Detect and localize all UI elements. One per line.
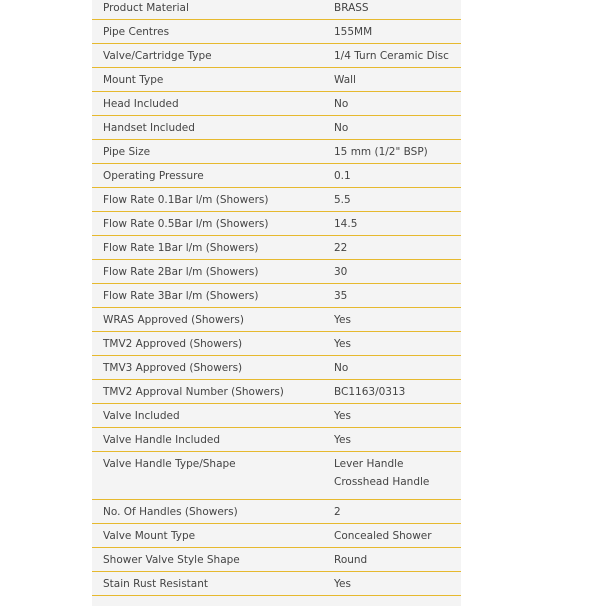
spec-row: Head Included No [92, 92, 461, 116]
spec-label: Product Material [103, 1, 189, 14]
spec-value-line: Yes [334, 433, 351, 446]
spec-label: TMV2 Approved (Showers) [103, 337, 243, 350]
spec-value-line: Concealed Shower [334, 529, 432, 542]
spec-label: Valve Handle Included [103, 433, 220, 446]
spec-row: Product Material BRASS [92, 0, 461, 20]
spec-row: Flow Rate 1Bar l/m (Showers) 22 [92, 236, 461, 260]
spec-value: No [334, 122, 348, 134]
spec-value-line: No [334, 121, 349, 134]
spec-value-line: BRASS [334, 1, 369, 14]
spec-value-line: 1/4 Turn Ceramic Disc [334, 49, 449, 62]
spec-value-line: Yes [334, 313, 351, 326]
spec-value: 155MM [334, 26, 372, 38]
spec-value: Yes [334, 578, 351, 590]
spec-value-line: 2 [334, 505, 341, 518]
spec-value: 14.5 [334, 218, 357, 230]
spec-row: Flow Rate 2Bar l/m (Showers) 30 [92, 260, 461, 284]
spec-label: WRAS Approved (Showers) [103, 313, 244, 326]
spec-label: Valve Handle Type/Shape [103, 458, 236, 470]
spec-value-line: 22 [334, 241, 348, 254]
spec-value: Concealed Shower [334, 530, 432, 542]
spec-label: No. Of Handles (Showers) [103, 505, 238, 518]
spec-value: 5.5 [334, 194, 351, 206]
spec-label: Mount Type [103, 73, 164, 86]
spec-row: Flow Rate 0.5Bar l/m (Showers) 14.5 [92, 212, 461, 236]
spec-row: TMV3 Approved (Showers) No [92, 356, 461, 380]
spec-value: No [334, 362, 348, 374]
spec-value: Yes [334, 410, 351, 422]
spec-label: Valve Included [103, 409, 180, 422]
spec-row: Shower Valve Style Shape Round [92, 548, 461, 572]
spec-row: Valve Mount Type Concealed Shower [92, 524, 461, 548]
spec-row: Operating Pressure 0.1 [92, 164, 461, 188]
spec-value: 22 [334, 242, 347, 254]
spec-label: Flow Rate 2Bar l/m (Showers) [103, 265, 259, 278]
spec-row: Valve Handle Included Yes [92, 428, 461, 452]
spec-value-line: 14.5 [334, 217, 358, 230]
spec-label: TMV3 Approved (Showers) [103, 361, 243, 374]
spec-value-line: Wall [334, 73, 356, 86]
spec-value-line: Lever Handle [334, 458, 404, 470]
spec-value-line: 0.1 [334, 169, 351, 182]
spec-value-line: 35 [334, 289, 348, 302]
spec-label: Flow Rate 1Bar l/m (Showers) [103, 241, 259, 254]
spec-row: Handset Included No [92, 116, 461, 140]
spec-label: Operating Pressure [103, 169, 204, 182]
spec-value: Round [334, 554, 367, 566]
spec-label: Pipe Centres [103, 25, 170, 38]
spec-label: Flow Rate 0.5Bar l/m (Showers) [103, 217, 269, 230]
spec-label: Flow Rate 3Bar l/m (Showers) [103, 289, 259, 302]
spec-value: No [334, 98, 348, 110]
spec-row: Mount Type Wall [92, 68, 461, 92]
spec-value-line: BC1163/0313 [334, 385, 406, 398]
spec-label: Valve/Cartridge Type [103, 49, 212, 62]
spec-row: Valve/Cartridge Type 1/4 Turn Ceramic Dis… [92, 44, 461, 68]
spec-value: 1/4 Turn Ceramic Disc [334, 50, 449, 62]
spec-row: Stain Rust Resistant Yes [92, 572, 461, 596]
spec-value: 15 mm (1/2" BSP) [334, 146, 428, 158]
spec-value: 0.1 [334, 170, 351, 182]
spec-label: Valve Mount Type [103, 529, 196, 542]
spec-value-line: 30 [334, 265, 348, 278]
spec-row: Pipe Size 15 mm (1/2" BSP) [92, 140, 461, 164]
spec-label: Flow Rate 0.1Bar l/m (Showers) [103, 193, 269, 206]
specifications-table: Product Material BRASS Pipe Centres 155MM Va… [92, 0, 461, 606]
spec-label: Stain Rust Resistant [103, 577, 208, 590]
spec-value: 35 [334, 290, 347, 302]
spec-value-line: Yes [334, 409, 351, 422]
spec-row: Valve Handle Type/Shape Lever Handle Cross… [92, 452, 461, 500]
spec-label: TMV2 Approval Number (Showers) [103, 385, 284, 398]
spec-label: Handset Included [103, 121, 195, 134]
spec-value-line: No [334, 97, 349, 110]
spec-row: WRAS Approved (Showers) Yes [92, 308, 461, 332]
spec-value: Lever Handle Crosshead Handle [334, 455, 429, 491]
spec-row: Flow Rate 0.1Bar l/m (Showers) 5.5 [92, 188, 461, 212]
spec-row: TMV2 Approval Number (Showers) BC1163/031… [92, 380, 461, 404]
spec-row: TMV2 Approved (Showers) Yes [92, 332, 461, 356]
spec-label: Head Included [103, 97, 179, 110]
spec-row: No. Of Handles (Showers) 2 [92, 500, 461, 524]
spec-value: BC1163/0313 [334, 386, 405, 398]
spec-row: Pipe Centres 155MM [92, 20, 461, 44]
spec-value-line: Yes [334, 337, 351, 350]
spec-value-line: Crosshead Handle [334, 476, 430, 488]
spec-value: BRASS [334, 2, 369, 14]
spec-row: Flow Rate 3Bar l/m (Showers) 35 [92, 284, 461, 308]
spec-value-line: 5.5 [334, 193, 351, 206]
spec-value-line: Round [334, 553, 368, 566]
spec-value: Yes [334, 434, 351, 446]
spec-value: Wall [334, 74, 356, 86]
spec-value: 2 [334, 506, 341, 518]
spec-value-line: Yes [334, 577, 351, 590]
spec-label: Shower Valve Style Shape [103, 553, 240, 566]
spec-value-line: No [334, 361, 349, 374]
spec-value-line: 15 mm (1/2" BSP) [334, 145, 428, 158]
spec-row: Valve Included Yes [92, 404, 461, 428]
spec-value: Yes [334, 314, 351, 326]
spec-value: Yes [334, 338, 351, 350]
spec-label: Pipe Size [103, 145, 151, 158]
spec-value-line: 155MM [334, 25, 373, 38]
spec-value: 30 [334, 266, 347, 278]
